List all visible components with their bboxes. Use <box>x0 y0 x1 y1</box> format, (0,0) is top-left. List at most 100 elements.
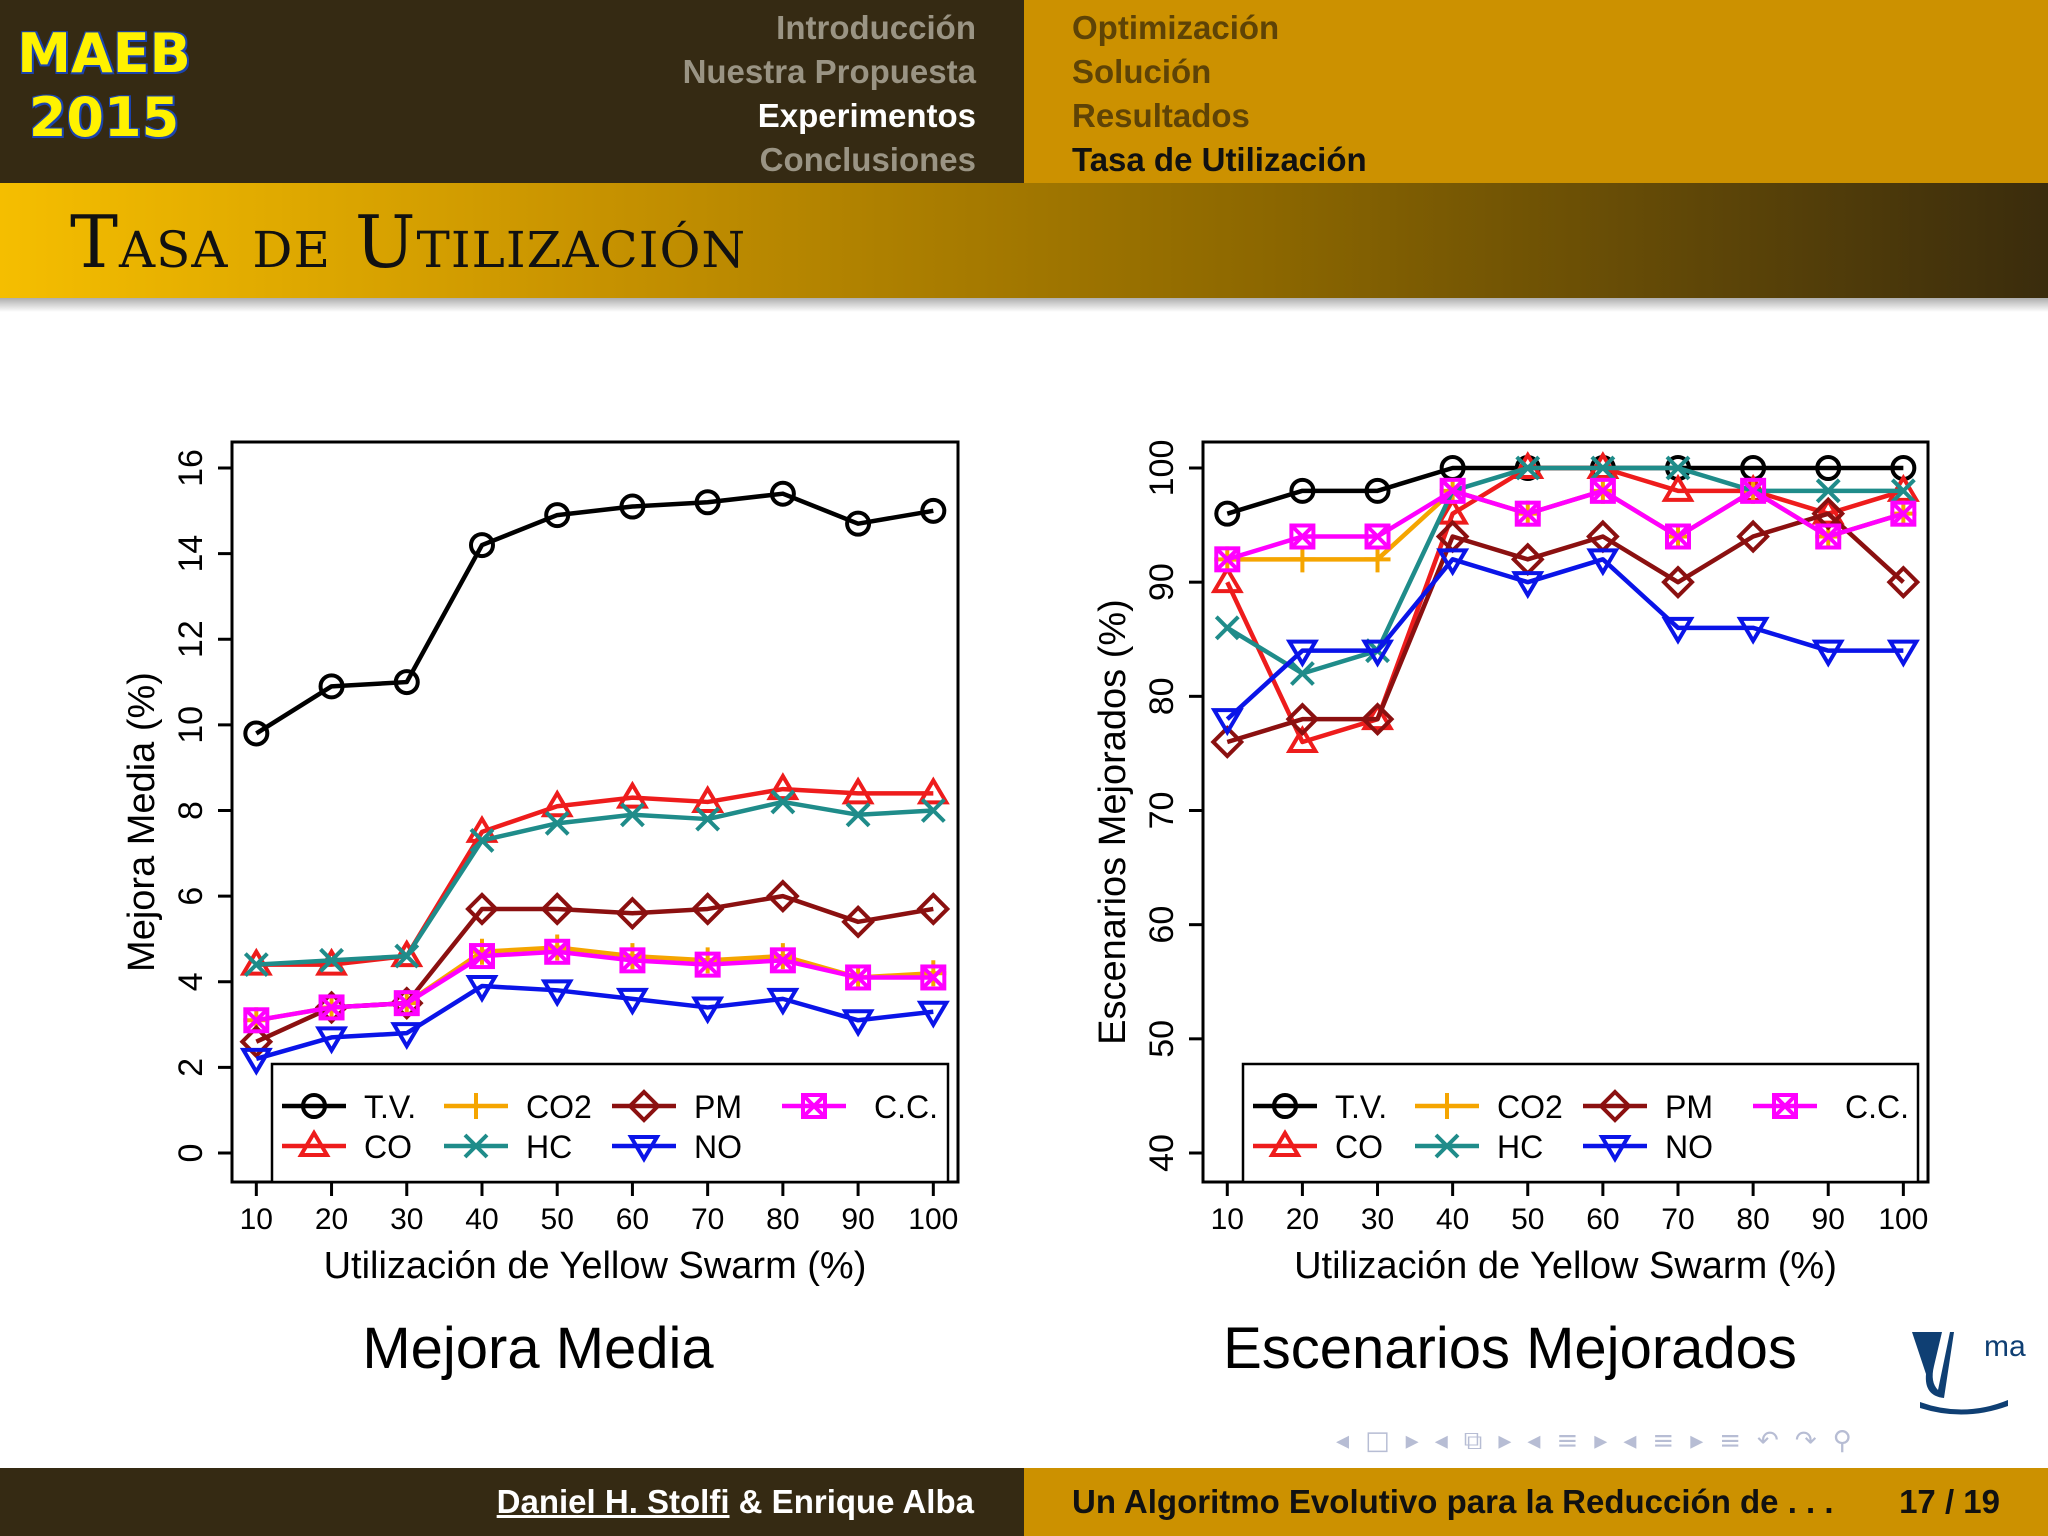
legend-label: HC <box>526 1129 572 1165</box>
point-pm <box>690 892 725 926</box>
point-co <box>1210 565 1244 594</box>
series-line-no <box>1225 557 1904 721</box>
beamer-nav-symbol[interactable]: ⚲ <box>1832 1426 1852 1456</box>
point-no <box>465 975 499 1003</box>
beamer-nav-symbol[interactable]: ↷ <box>1794 1426 1817 1456</box>
y-tick-label: 50 <box>1143 1020 1181 1058</box>
point-no <box>841 1009 875 1038</box>
beamer-nav-symbol[interactable]: ▸ <box>1690 1426 1704 1456</box>
x-tick-label: 60 <box>616 1203 649 1236</box>
nav-subsection-soluci-n[interactable]: Solución <box>1072 53 1212 90</box>
footer-author-main[interactable]: Daniel H. Stolfi <box>496 1483 730 1520</box>
point-no <box>1736 616 1770 645</box>
point-c-c <box>1740 477 1767 504</box>
point-hc <box>243 952 269 978</box>
legend-label: PM <box>694 1089 742 1125</box>
x-tick-label: 30 <box>1361 1203 1394 1236</box>
legend-item-c-c: C.C. <box>1753 1089 1909 1125</box>
legend-marker <box>1434 1133 1460 1159</box>
legend-label: T.V. <box>1335 1089 1387 1125</box>
point-c-c <box>920 964 947 991</box>
y-tick-label: 70 <box>1143 792 1181 830</box>
beamer-nav-symbol[interactable]: ⧉ <box>1463 1426 1483 1456</box>
point-co2 <box>1364 546 1391 573</box>
beamer-nav-symbol[interactable]: ▸ <box>1498 1426 1512 1456</box>
legend-marker <box>1434 1093 1460 1119</box>
point-no <box>1361 639 1395 668</box>
beamer-nav-symbol[interactable]: ▸ <box>1594 1426 1608 1456</box>
legend-marker-x <box>801 1093 827 1119</box>
beamer-nav-symbol[interactable]: ◂ <box>1623 1426 1637 1456</box>
point-pm <box>239 1024 274 1059</box>
series-line-c-c <box>255 949 934 1023</box>
series-line-c-c <box>1226 488 1905 562</box>
point-pm <box>1886 565 1921 599</box>
point-c-c-x <box>394 990 420 1016</box>
legend-item-co: CO <box>282 1129 412 1165</box>
point-hc <box>695 806 721 832</box>
footer-left: Daniel H. Stolfi & Enrique Alba <box>0 1468 1024 1536</box>
point-t-v <box>1214 500 1241 527</box>
x-axis-label: Utilización de Yellow Swarm (%) <box>1294 1245 1837 1287</box>
nav-section-conclusiones[interactable]: Conclusiones <box>759 141 976 178</box>
legend-marker <box>627 1089 661 1123</box>
nav-subsection-resultados[interactable]: Resultados <box>1072 97 1250 134</box>
nav-section-nuestra-propuesta[interactable]: Nuestra Propuesta <box>682 53 976 90</box>
nav-section-introducci-n[interactable]: Introducción <box>776 9 976 46</box>
point-hc <box>770 789 796 815</box>
point-t-v <box>1364 477 1391 504</box>
legend-marker <box>297 1129 331 1157</box>
point-c-c-x <box>1815 524 1841 549</box>
x-tick-label: 10 <box>240 1203 273 1236</box>
x-tick-label: 90 <box>841 1203 874 1236</box>
point-c-c <box>1664 523 1691 550</box>
point-t-v <box>468 532 495 559</box>
point-c-c <box>393 990 420 1017</box>
beamer-nav-symbol[interactable]: ▸ <box>1405 1426 1419 1456</box>
y-tick-label: 4 <box>172 972 210 991</box>
series-pm <box>1210 496 1921 759</box>
point-pm <box>766 879 800 913</box>
legend-marker <box>1772 1093 1798 1119</box>
point-t-v <box>243 720 270 747</box>
point-c-c <box>1589 477 1616 504</box>
point-no <box>1436 548 1470 577</box>
beamer-nav-symbol[interactable]: ↶ <box>1757 1426 1779 1456</box>
y-axis-label: Mejora Media (%) <box>121 672 163 972</box>
beamer-nav-symbol[interactable]: ≡ <box>1556 1426 1579 1456</box>
point-c-c-x <box>695 952 721 978</box>
point-hc <box>845 802 871 828</box>
series-co <box>1210 451 1920 753</box>
point-c-c <box>619 947 646 974</box>
beamer-nav-symbol[interactable]: ◂ <box>1527 1426 1541 1456</box>
header-right-panel <box>1024 0 2048 183</box>
point-t-v <box>845 510 872 537</box>
beamer-nav-symbol[interactable]: ≡ <box>1719 1426 1742 1456</box>
point-c-c <box>1514 500 1541 527</box>
point-c-c-x <box>620 947 645 973</box>
legend-label: NO <box>694 1129 742 1165</box>
nav-subsection-optimizaci-n[interactable]: Optimización <box>1072 9 1280 46</box>
chart-mejora-media: 0 2 4 6 8 10 12 14 16 10 20 30 40 50 60 70 80 90 100 Utiliz… <box>121 440 960 1287</box>
point-t-v <box>393 669 420 696</box>
point-c-c-x <box>1515 501 1541 527</box>
point-hc <box>1665 455 1691 481</box>
footer-authors: Daniel H. Stolfi & Enrique Alba <box>497 1468 974 1536</box>
legend-marker <box>463 1133 489 1159</box>
legend-item-hc: HC <box>1415 1129 1543 1165</box>
y-tick-label: 14 <box>172 535 210 573</box>
legend-label: PM <box>1665 1089 1713 1125</box>
point-pm <box>1736 519 1770 554</box>
beamer-nav-symbol[interactable]: □ <box>1365 1426 1390 1456</box>
beamer-nav-symbol[interactable]: ◂ <box>1434 1426 1448 1456</box>
logo-line1: MAEB <box>17 22 191 85</box>
point-hc <box>544 810 570 836</box>
y-tick-label: 10 <box>172 706 210 744</box>
frame-title-bar <box>0 183 2048 298</box>
beamer-nav-symbol[interactable]: ◂ <box>1336 1426 1350 1456</box>
y-tick-label: 60 <box>1143 906 1181 944</box>
beamer-nav-symbol[interactable]: ≡ <box>1652 1426 1675 1456</box>
x-tick-label: 70 <box>691 1203 724 1236</box>
nav-section-experimentos[interactable]: Experimentos <box>757 97 976 134</box>
nav-subsection-tasa-de-utilizaci-n[interactable]: Tasa de Utilización <box>1072 141 1367 178</box>
